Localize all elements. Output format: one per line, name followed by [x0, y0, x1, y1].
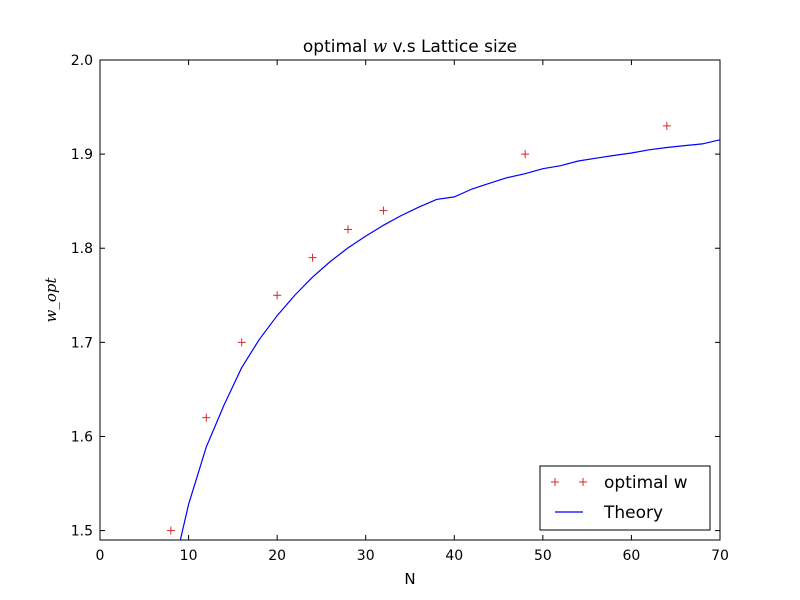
data-point-plus: [202, 413, 211, 422]
legend-label-theory: Theory: [603, 503, 663, 523]
data-point-plus: [273, 291, 282, 300]
data-point-plus: [379, 206, 388, 215]
x-tick-label: 40: [445, 548, 463, 564]
y-tick-label: 1.8: [71, 241, 93, 257]
x-axis-label: N: [404, 570, 415, 588]
data-point-plus: [166, 526, 175, 535]
scatter-points-layer: [166, 121, 671, 535]
legend-label-optimal-w: optimal w: [604, 473, 688, 493]
y-axis-label: w_opt: [42, 277, 60, 323]
data-point-plus: [521, 150, 530, 159]
x-tick-label: 10: [180, 548, 198, 564]
y-axis-ticks: 1.5 1.6 1.7 1.8 1.9 2.0: [71, 53, 720, 540]
data-point-plus: [662, 121, 671, 130]
x-tick-label: 30: [357, 548, 375, 564]
y-tick-label: 1.9: [71, 147, 93, 163]
y-tick-label: 2.0: [71, 53, 93, 69]
legend-box: [539, 465, 711, 531]
plot-frame: [99, 59, 721, 541]
y-tick-label: 1.6: [71, 429, 93, 445]
data-point-plus: [308, 253, 317, 262]
y-tick-label: 1.7: [71, 335, 93, 351]
x-tick-label: 20: [268, 548, 286, 564]
legend: optimal w Theory: [539, 465, 711, 531]
data-point-plus: [237, 338, 246, 347]
legend-plus-right: [579, 478, 587, 486]
x-tick-label: 50: [534, 548, 552, 564]
x-axis-ticks: 0 10 20 30 40 50 60 70: [96, 60, 729, 564]
theory-line: [179, 139, 720, 540]
chart-title: optimal w v.s Lattice size: [303, 37, 517, 57]
legend-marker-optimal-w: [551, 478, 587, 486]
x-tick-label: 60: [623, 548, 641, 564]
theory-line-layer: [179, 139, 720, 540]
data-point-plus: [344, 225, 352, 234]
x-tick-label: 70: [711, 548, 729, 564]
x-tick-label: 0: [96, 548, 105, 564]
legend-plus-left: [551, 478, 559, 486]
y-tick-label: 1.5: [71, 524, 93, 540]
